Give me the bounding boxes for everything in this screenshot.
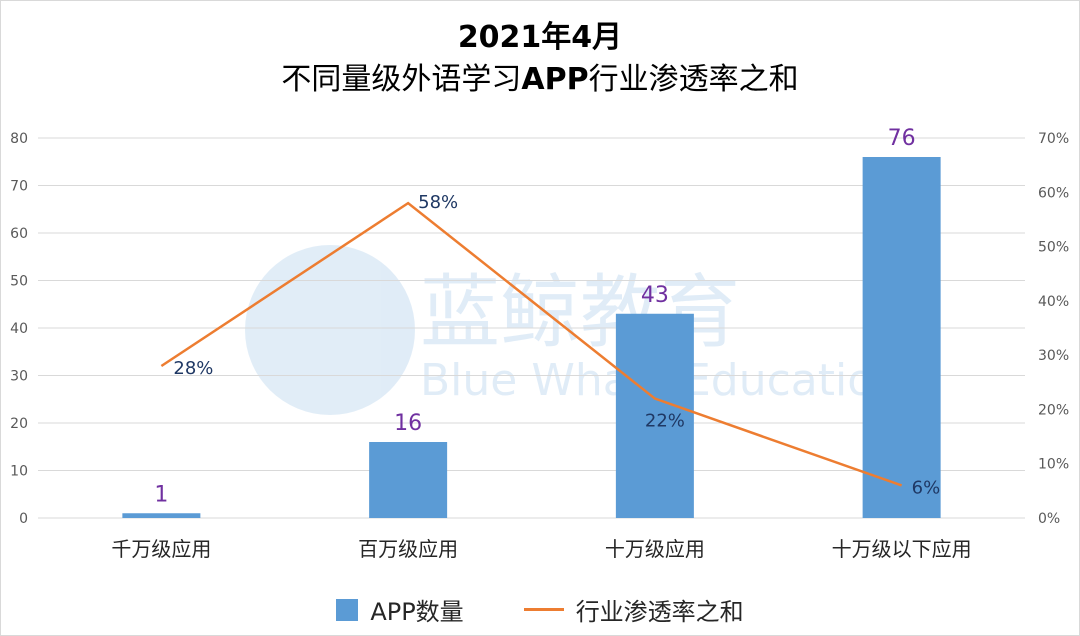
bar [369, 442, 448, 518]
y-left-tick-label: 70 [10, 179, 28, 195]
legend-swatch-line [523, 608, 564, 611]
y-right-tick-label: 0% [1038, 511, 1060, 527]
x-tick-label: 千万级应用 [111, 537, 211, 561]
y-left-tick-label: 20 [10, 416, 28, 432]
legend-item-line[interactable]: 行业渗透率之和 [523, 592, 744, 627]
bar-data-label: 1 [154, 482, 168, 507]
legend-item-bar[interactable]: APP数量 [336, 592, 464, 627]
y-right-tick-label: 60% [1038, 185, 1069, 201]
bar-data-label: 16 [394, 411, 422, 436]
line-data-label: 58% [418, 192, 458, 213]
x-tick-label: 十万级以下应用 [832, 537, 972, 561]
subtitle-part: 行业渗透率之和 [588, 62, 799, 97]
bar [122, 513, 201, 518]
legend-swatch-bar [336, 598, 359, 621]
line-data-label: 6% [912, 477, 941, 498]
y-left-tick-label: 30 [10, 369, 28, 385]
y-left-tick-label: 80 [10, 131, 28, 147]
line-data-label: 22% [645, 411, 685, 432]
y-left-tick-label: 50 [10, 274, 28, 290]
y-right-tick-label: 30% [1038, 348, 1069, 364]
y-left-tick-label: 60 [10, 226, 28, 242]
y-left-tick-label: 40 [10, 321, 28, 337]
y-right-tick-label: 40% [1038, 294, 1069, 310]
x-tick-label: 百万级应用 [358, 537, 458, 561]
y-right-tick-label: 10% [1038, 457, 1069, 473]
x-tick-label: 十万级应用 [605, 537, 705, 561]
legend: APP数量 行业渗透率之和 [0, 592, 1080, 627]
subtitle-part: 不同量级外语学习 [281, 62, 522, 97]
y-right-tick-label: 20% [1038, 402, 1069, 418]
line-series [160, 201, 903, 487]
legend-label: 行业渗透率之和 [575, 598, 744, 626]
chart-subtitle: 不同量级外语学习APP行业渗透率之和 [0, 54, 1080, 98]
chart-title: 2021年4月 [457, 20, 623, 55]
y-left-tick-label: 0 [19, 511, 28, 527]
y-left-tick-label: 10 [10, 464, 28, 480]
bar [615, 313, 694, 518]
bar-data-label: 43 [641, 283, 669, 308]
bar [862, 157, 941, 518]
legend-label: APP数量 [370, 598, 464, 626]
line-data-label: 28% [173, 358, 213, 379]
subtitle-part: APP [521, 62, 589, 97]
y-right-tick-label: 50% [1038, 240, 1069, 256]
bar-data-label: 76 [888, 126, 916, 151]
y-right-tick-label: 70% [1038, 131, 1069, 147]
